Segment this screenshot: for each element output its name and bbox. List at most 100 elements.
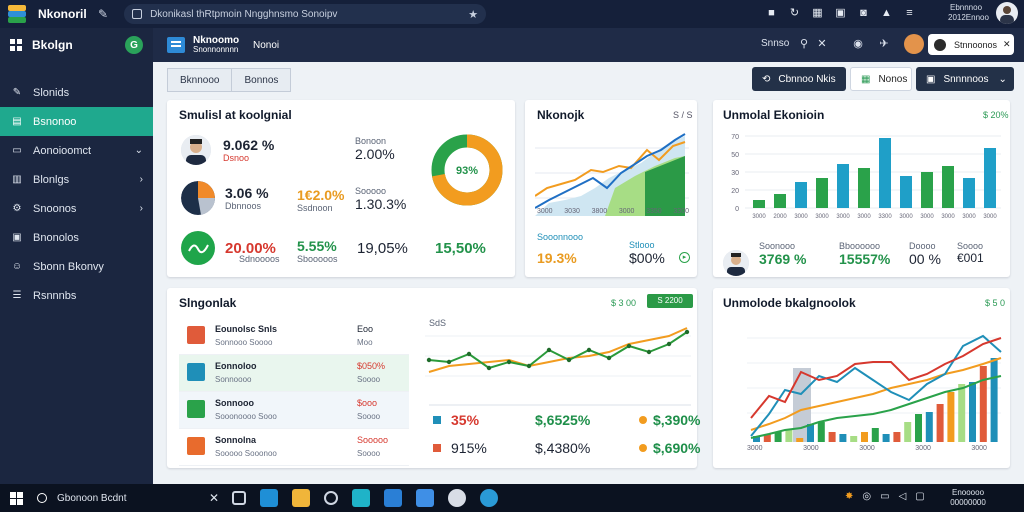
sidebar-item-active[interactable]: ▤ Bsnonoo [0, 107, 153, 136]
lock-icon[interactable]: ■ [768, 7, 775, 19]
refresh-icon[interactable]: ↻ [789, 7, 800, 19]
close-icon[interactable]: ✕ [208, 491, 219, 505]
data-point [666, 341, 672, 347]
tab-overview[interactable]: Bknnooo [167, 68, 233, 92]
edit-icon[interactable]: ✎ [98, 7, 109, 21]
profile-avatar[interactable] [996, 2, 1018, 24]
kpi-value: 19.3% [537, 250, 577, 266]
data-point [684, 329, 690, 335]
taskbar-search[interactable]: Gbonoon Bcdnt ✕ [37, 488, 227, 508]
close-icon[interactable]: ✕ [817, 38, 827, 50]
chevron-down-icon: ⌄ [998, 73, 1007, 85]
item-icon [187, 326, 205, 344]
list-item[interactable]: Eounolsc Snls Sonnooo Soooo Eoo Moo [179, 318, 409, 355]
bar [774, 194, 786, 208]
store-icon[interactable] [352, 489, 370, 507]
search-icon[interactable]: ⚲ [799, 38, 809, 50]
kpi-value: 00 % [909, 251, 941, 267]
window-icon[interactable] [232, 491, 246, 505]
item-value-secondary: Soooo [357, 375, 381, 384]
sidebar-item-home[interactable]: ✎ Slonids [0, 78, 153, 107]
item-value-secondary: Moo [357, 338, 373, 347]
grid-icon[interactable]: ▦ [812, 7, 823, 19]
edge-icon[interactable] [480, 489, 498, 507]
cloud-icon[interactable] [448, 489, 466, 507]
sidebar-item-users[interactable]: ☺ Sbonn Bkonvy [0, 252, 153, 281]
x-axis-labels: 3000 3030 3800 3000 3350 3300 [537, 208, 689, 215]
list-item[interactable]: Eonnoloo Sonnoooo $050% Soooo [179, 355, 409, 392]
address-bar[interactable]: Dkonikasl thRtpmoin Nngghnsmo Sonoipv ★ [124, 4, 487, 24]
start-icon[interactable] [10, 491, 23, 505]
top-bar: Nknoomo Snonnonnnn Nonoi Snnso ⚲ ✕ ◉ ✈ St… [153, 28, 1024, 62]
folder-icon[interactable] [292, 489, 310, 507]
sidebar-item-results[interactable]: ☰ Rsnnnbs [0, 281, 153, 310]
donut-label: 93% [456, 165, 478, 177]
avatar [723, 250, 749, 276]
wifi-icon[interactable]: ◎ [862, 491, 872, 502]
sidebar-item-accounts[interactable]: ▭ Aonoioomct ⌄ [0, 136, 153, 165]
bar [984, 148, 996, 208]
bar [958, 384, 966, 442]
bar [969, 382, 976, 442]
refresh-icon: ⟲ [762, 73, 771, 85]
battery-icon[interactable]: ▭ [880, 491, 890, 502]
bookmark-star-icon[interactable]: ★ [468, 8, 479, 21]
clock: Enooooo 00000000 [950, 488, 986, 507]
stat-value: 915% [451, 440, 487, 456]
status-badge[interactable]: G [125, 36, 143, 54]
search-icon [37, 493, 47, 503]
sidebar-item-settings[interactable]: ⚙ Snoonos › [0, 194, 153, 223]
info-icon[interactable]: ◉ [853, 38, 863, 50]
tab-bar: Bknnooo Bonnos [167, 68, 292, 92]
series-line [750, 337, 1002, 419]
chrome-toolbar: ■ ↻ ▦ ▣ ◙ ▲ ≡ [764, 6, 917, 21]
secondary-button[interactable]: ▦ Nonos [850, 67, 912, 91]
settings-icon[interactable]: ≡ [906, 7, 913, 19]
close-icon[interactable]: ✕ [1003, 39, 1011, 49]
url-text: Dkonikasl thRtpmoin Nngghnsmo Sonoipv [150, 8, 338, 20]
chat-icon[interactable]: ▢ [915, 491, 925, 502]
star-icon[interactable]: ✸ [845, 491, 854, 502]
tab-reports[interactable]: Bonnos [232, 68, 292, 92]
browser-icon[interactable] [260, 489, 278, 507]
sidebar-item-blogs[interactable]: ▥ Blonlgs › [0, 165, 153, 194]
donut-arc [431, 134, 503, 206]
volume-icon[interactable]: ◁ [898, 491, 907, 502]
primary-action-button[interactable]: ⟲ Cbnnoo Nkis [752, 67, 846, 91]
action-button[interactable]: S 2200 [647, 294, 693, 308]
badge-icon[interactable]: ◙ [860, 7, 867, 19]
document-icon [167, 37, 185, 53]
bar [893, 432, 901, 442]
bar [963, 178, 975, 208]
kpi-value: 3769 % [759, 251, 807, 267]
main-area: Nknoomo Snonnonnnn Nonoi Snnso ⚲ ✕ ◉ ✈ St… [153, 28, 1024, 484]
kpi-value: 1€2.0% [297, 187, 345, 203]
user-avatar[interactable] [904, 34, 924, 54]
triangle-icon[interactable]: ▲ [881, 7, 892, 19]
area-line-chart [535, 133, 689, 216]
bar [936, 404, 944, 442]
x-label: 3300 [673, 208, 689, 215]
pen-icon: ✎ [12, 86, 22, 98]
kpi-value: 3.06 % [225, 185, 269, 201]
list-item[interactable]: Sonnooo Sooonoooo Sooo $ooo Soooo [179, 392, 409, 429]
bar [850, 436, 858, 442]
avatar [181, 135, 211, 165]
list-item[interactable]: Sonnolna Sooooo Sooonoo Sooooo Soooo [179, 429, 409, 466]
bar [871, 428, 879, 442]
bar [990, 358, 998, 442]
play-icon[interactable]: ▸ [679, 252, 690, 263]
person-icon [1000, 6, 1014, 24]
taskbar: Gbonoon Bcdnt ✕ ✸ ◎ ▭ ◁ ▢ Enooooo 000000… [0, 484, 1024, 512]
search-label[interactable]: Snnso [761, 38, 790, 49]
user-menu[interactable]: Stnnoonos ✕ [928, 34, 1014, 55]
mail-icon[interactable] [384, 489, 402, 507]
bar [861, 432, 868, 442]
dropdown-button[interactable]: ▣ Snnnnoos ⌄ [916, 67, 1014, 91]
code-icon[interactable] [416, 489, 434, 507]
button-label: Snnnnoos [943, 73, 989, 85]
sidebar-item-reports[interactable]: ▣ Bnonolos [0, 223, 153, 252]
clipboard-icon[interactable]: ▣ [835, 7, 846, 19]
clock-icon[interactable] [324, 491, 338, 505]
pin-icon[interactable]: ✈ [879, 38, 889, 50]
